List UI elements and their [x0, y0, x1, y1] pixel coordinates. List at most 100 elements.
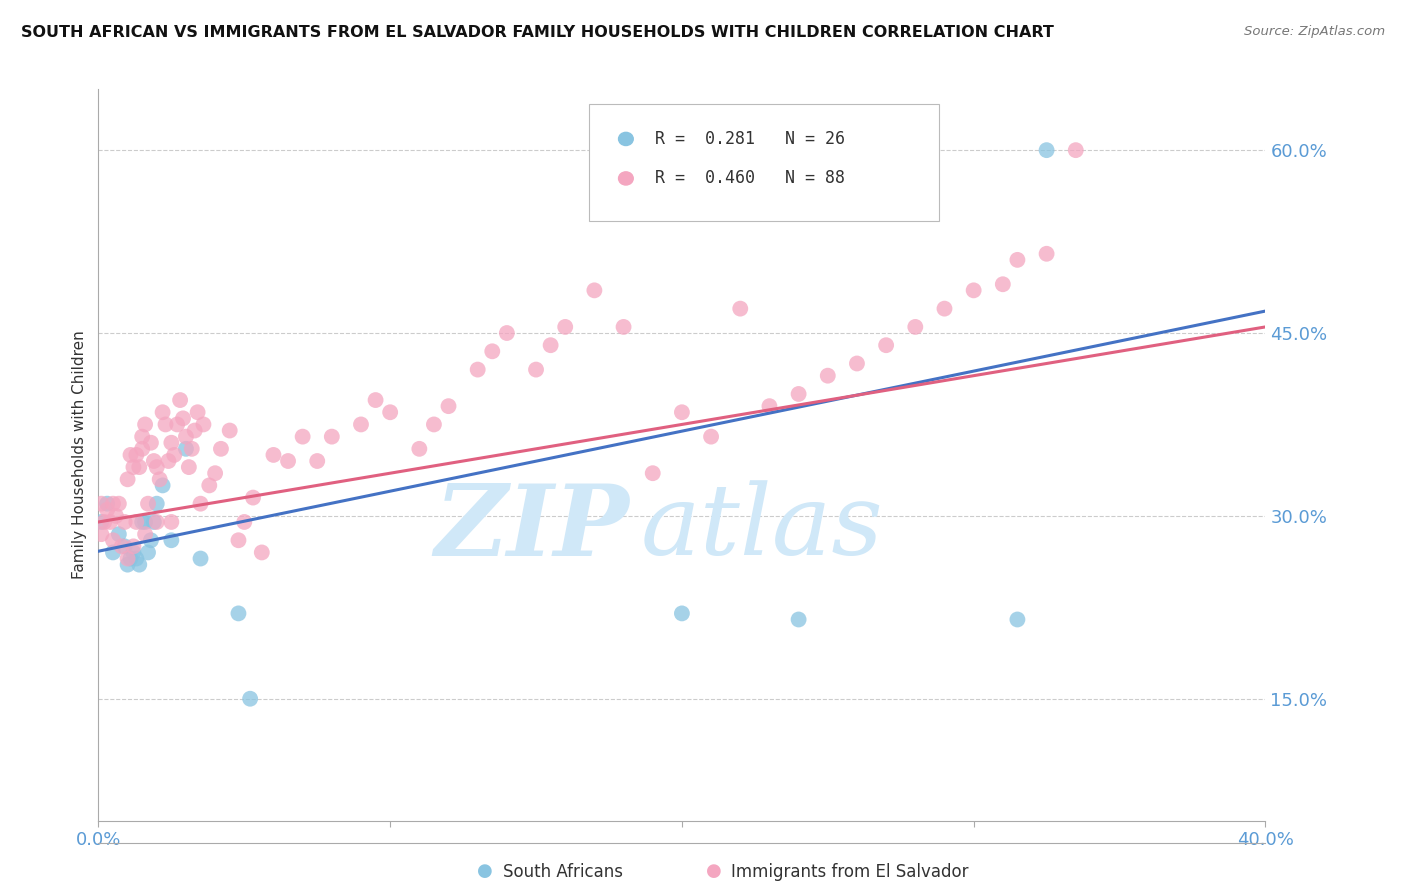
Point	[108, 497, 131, 511]
Point	[934, 301, 956, 316]
Point	[408, 442, 430, 456]
Point	[875, 338, 897, 352]
Point	[142, 454, 165, 468]
Point	[228, 533, 250, 548]
Point	[380, 405, 402, 419]
Point	[139, 533, 162, 548]
Point	[846, 356, 869, 371]
Point	[136, 497, 159, 511]
Point	[321, 429, 343, 443]
Ellipse shape	[619, 172, 633, 185]
Point	[183, 424, 205, 438]
Point	[134, 417, 156, 432]
Point	[125, 448, 148, 462]
Point	[307, 454, 329, 468]
Point	[146, 460, 169, 475]
Point	[142, 515, 165, 529]
Point	[437, 399, 460, 413]
Point	[239, 691, 262, 706]
Point	[481, 344, 503, 359]
Point	[166, 417, 188, 432]
Point	[467, 362, 489, 376]
Point	[904, 319, 927, 334]
FancyBboxPatch shape	[589, 103, 939, 221]
Point	[128, 558, 150, 572]
Point	[209, 442, 232, 456]
Point	[177, 460, 200, 475]
Point	[146, 497, 169, 511]
Point	[139, 435, 162, 450]
Ellipse shape	[619, 132, 633, 145]
Point	[700, 429, 723, 443]
Point	[114, 515, 136, 529]
Point	[671, 405, 693, 419]
Point	[90, 497, 112, 511]
Point	[174, 429, 197, 443]
Point	[496, 326, 519, 340]
Point	[101, 497, 124, 511]
Point	[187, 405, 209, 419]
Text: ZIP: ZIP	[434, 480, 630, 576]
Y-axis label: Family Households with Children: Family Households with Children	[72, 331, 87, 579]
Point	[128, 460, 150, 475]
Point	[131, 429, 153, 443]
Point	[122, 460, 145, 475]
Text: R =  0.460   N = 88: R = 0.460 N = 88	[655, 169, 845, 187]
Point	[134, 527, 156, 541]
Point	[612, 319, 634, 334]
Point	[136, 545, 159, 559]
Text: Source: ZipAtlas.com: Source: ZipAtlas.com	[1244, 25, 1385, 38]
Text: ●: ●	[477, 862, 494, 880]
Point	[730, 301, 752, 316]
Point	[96, 497, 118, 511]
Point	[117, 551, 139, 566]
Point	[228, 607, 250, 621]
Point	[423, 417, 446, 432]
Point	[90, 515, 112, 529]
Point	[641, 466, 664, 480]
Point	[101, 545, 124, 559]
Text: ●: ●	[706, 862, 723, 880]
Point	[149, 472, 172, 486]
Point	[198, 478, 221, 492]
Point	[350, 417, 373, 432]
Point	[1064, 143, 1087, 157]
Point	[991, 277, 1014, 292]
Point	[554, 319, 576, 334]
Point	[1007, 612, 1029, 626]
Point	[817, 368, 839, 383]
Point	[131, 442, 153, 456]
Point	[120, 551, 142, 566]
Point	[160, 533, 183, 548]
Point	[90, 527, 112, 541]
Point	[671, 607, 693, 621]
Point	[96, 502, 118, 516]
Point	[155, 417, 177, 432]
Point	[98, 515, 121, 529]
Point	[93, 515, 115, 529]
Point	[180, 442, 202, 456]
Point	[120, 448, 142, 462]
Text: atlas: atlas	[641, 481, 884, 575]
Text: SOUTH AFRICAN VS IMMIGRANTS FROM EL SALVADOR FAMILY HOUSEHOLDS WITH CHILDREN COR: SOUTH AFRICAN VS IMMIGRANTS FROM EL SALV…	[21, 25, 1054, 40]
Point	[583, 284, 606, 298]
Point	[277, 454, 299, 468]
Point	[291, 429, 314, 443]
Point	[262, 448, 284, 462]
Text: R =  0.281   N = 26: R = 0.281 N = 26	[655, 130, 845, 148]
Point	[242, 491, 264, 505]
Point	[190, 551, 212, 566]
Point	[190, 497, 212, 511]
Point	[169, 392, 191, 407]
Point	[108, 527, 131, 541]
Point	[787, 612, 810, 626]
Point	[204, 466, 226, 480]
Text: South Africans: South Africans	[503, 863, 623, 881]
Point	[160, 515, 183, 529]
Point	[758, 399, 780, 413]
Point	[250, 545, 273, 559]
Point	[117, 558, 139, 572]
Point	[540, 338, 562, 352]
Point	[524, 362, 547, 376]
Point	[163, 448, 186, 462]
